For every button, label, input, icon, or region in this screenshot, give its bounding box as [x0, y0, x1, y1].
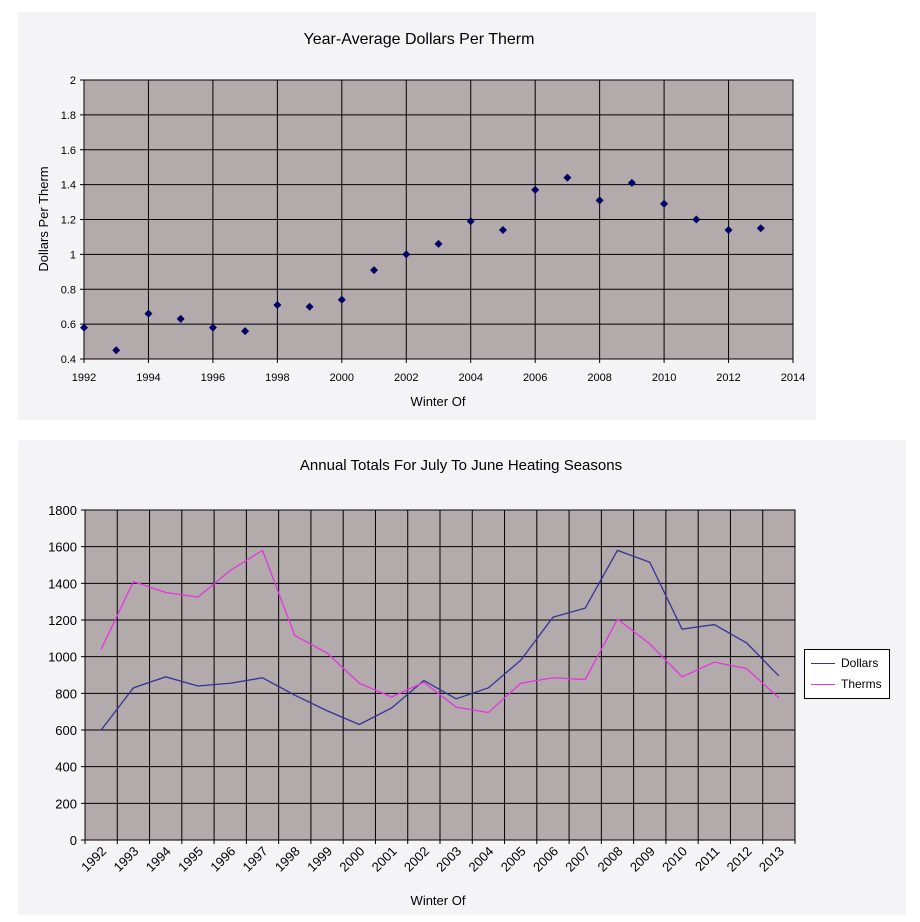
x-tick-label: 1999 [304, 844, 335, 875]
x-tick-label: 2003 [433, 844, 464, 875]
y-tick-label: 1.2 [61, 215, 76, 227]
x-tick-label: 1992 [72, 372, 96, 384]
chart-title: Annual Totals For July To June Heating S… [300, 457, 622, 474]
y-tick-label: 1000 [48, 650, 77, 665]
x-tick-label: 2007 [562, 844, 593, 875]
y-tick-label: 600 [55, 723, 77, 738]
data-point [498, 225, 507, 234]
y-tick-label: 1.6 [61, 145, 76, 157]
y-tick-label: 1400 [48, 576, 77, 591]
y-tick-label: 400 [55, 760, 77, 775]
data-point [563, 173, 572, 182]
x-tick-label: 1996 [201, 372, 225, 384]
x-tick-label: 2002 [401, 844, 432, 875]
y-tick-label: 1 [70, 249, 76, 261]
y-tick-label: 0.6 [61, 319, 76, 331]
y-tick-label: 200 [55, 796, 77, 811]
legend-swatch-therms [811, 683, 835, 685]
x-axis-label: Winter Of [411, 394, 466, 409]
x-tick-label: 2004 [465, 844, 496, 875]
data-point [305, 302, 314, 311]
x-tick-label: 1997 [240, 844, 271, 875]
legend-item-therms: Therms [811, 676, 882, 692]
data-point [756, 224, 765, 233]
x-tick-label: 2001 [369, 844, 400, 875]
x-tick-label: 2010 [652, 372, 676, 384]
series-line-dollars [100, 549, 780, 731]
y-tick-label: 0.8 [61, 284, 76, 296]
legend-swatch-dollars [811, 662, 835, 664]
x-tick-label: 1998 [265, 372, 289, 384]
x-tick-label: 2012 [724, 844, 755, 875]
y-tick-label: 0.4 [61, 354, 76, 366]
x-tick-label: 2004 [458, 372, 482, 384]
x-tick-label: 1994 [136, 372, 160, 384]
y-tick-label: 800 [55, 686, 77, 701]
x-tick-label: 1998 [272, 844, 303, 875]
data-point [402, 250, 411, 259]
data-point [112, 346, 121, 355]
legend-label-dollars: Dollars [841, 656, 879, 670]
y-tick-label: 1.8 [61, 110, 76, 122]
y-tick-label: 2 [70, 75, 76, 87]
data-point [80, 323, 88, 332]
x-tick-label: 2006 [530, 844, 561, 875]
x-tick-label: 1995 [175, 844, 206, 875]
legend-label-therms: Therms [841, 677, 882, 691]
data-point [724, 225, 733, 234]
chart-2-legend: Dollars Therms [804, 649, 890, 699]
data-point [531, 185, 540, 194]
data-point [208, 323, 217, 332]
data-point [337, 295, 346, 304]
x-tick-label: 2006 [523, 372, 547, 384]
x-tick-label: 1993 [110, 844, 141, 875]
x-tick-label: 2008 [587, 372, 611, 384]
data-point [595, 196, 604, 205]
x-tick-label: 2010 [659, 844, 690, 875]
data-point [241, 327, 250, 336]
y-tick-label: 1600 [48, 540, 77, 555]
data-point [370, 266, 379, 275]
x-tick-label: 2013 [756, 844, 787, 875]
legend-item-dollars: Dollars [811, 655, 878, 671]
x-tick-label: 2012 [716, 372, 740, 384]
data-point [466, 217, 475, 226]
x-tick-label: 2008 [595, 844, 626, 875]
data-point [273, 300, 282, 309]
x-tick-label: 2000 [330, 372, 354, 384]
y-tick-label: 1800 [48, 503, 77, 518]
plot-border [84, 509, 796, 841]
x-tick-label: 2000 [336, 844, 367, 875]
data-point [627, 178, 636, 187]
data-point [144, 309, 153, 318]
x-axis-label: Winter Of [411, 893, 466, 908]
y-tick-label: 1.4 [61, 180, 76, 192]
data-point [692, 215, 701, 224]
x-tick-label: 1994 [143, 844, 174, 875]
y-axis-label: Dollars Per Therm [36, 166, 51, 271]
x-tick-label: 2011 [692, 844, 722, 874]
x-tick-label: 2014 [781, 372, 805, 384]
plot-border [83, 79, 794, 360]
data-point [176, 314, 185, 323]
y-tick-label: 0 [70, 833, 77, 848]
x-tick-label: 1992 [78, 844, 109, 875]
y-tick-label: 1200 [48, 613, 77, 628]
chart-1-scatter: 0.4 0.6 0.8 1 1.2 1.4 1.6 1.8 2 1992 1994 1996 1998 2… [36, 31, 805, 409]
x-tick-label: 2005 [498, 844, 529, 875]
x-tick-label: 1996 [207, 844, 238, 875]
data-point [660, 199, 669, 208]
series-line-therms [100, 549, 780, 714]
chart-title: Year-Average Dollars Per Therm [304, 31, 535, 48]
x-tick-label: 2002 [394, 372, 418, 384]
x-tick-label: 2009 [627, 844, 658, 875]
data-point [434, 239, 443, 248]
